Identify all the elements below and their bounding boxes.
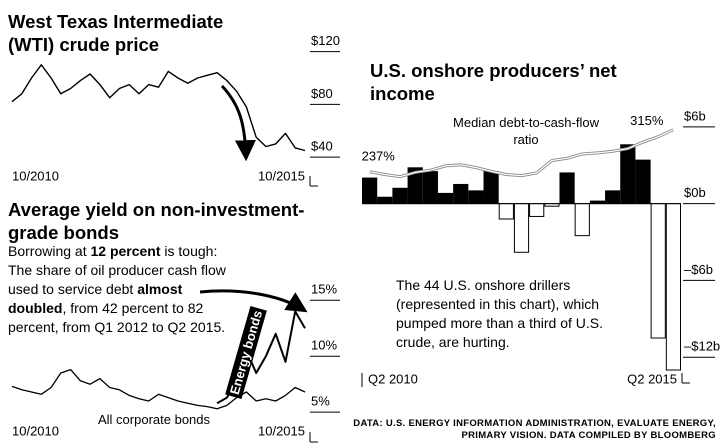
line bbox=[11, 64, 306, 152]
x-tick-label: 10/2010 bbox=[12, 423, 59, 438]
bar bbox=[635, 159, 651, 205]
y-tick-label: –$12b bbox=[684, 339, 720, 354]
y-tick-label: –$6b bbox=[684, 262, 713, 277]
y-tick-label: 10% bbox=[311, 338, 337, 353]
series-label: Median debt-to-cash-flow ratio bbox=[453, 115, 599, 147]
bar bbox=[437, 192, 454, 205]
bar bbox=[605, 190, 621, 205]
y-tick-label: $40 bbox=[311, 139, 333, 154]
annotation-text: , from 42 percent to 82 percent, from Q1… bbox=[8, 300, 226, 335]
chart-title: West Texas Intermediate (WTI) crude pric… bbox=[8, 11, 224, 55]
data-label: 315% bbox=[630, 113, 664, 128]
bar bbox=[377, 196, 393, 205]
chart-title: Average yield on non-investment-grade bo… bbox=[8, 199, 305, 243]
bar bbox=[392, 187, 408, 205]
bar bbox=[529, 203, 545, 217]
y-tick-label: 5% bbox=[311, 394, 330, 409]
x-tick-label: 10/2015 bbox=[258, 168, 305, 183]
bar bbox=[513, 203, 530, 253]
x-tick-label: 10/2015 bbox=[258, 423, 305, 438]
series-label: All corporate bonds bbox=[98, 412, 211, 427]
annotation-text: almost doubled bbox=[8, 281, 183, 316]
chart-title: U.S. onshore producers’ net income bbox=[370, 60, 617, 104]
axis-corner bbox=[681, 373, 690, 384]
bar bbox=[620, 144, 636, 205]
axis-corner bbox=[309, 432, 318, 443]
y-tick-label: $120 bbox=[311, 33, 340, 48]
bar bbox=[362, 177, 378, 205]
x-tick-label: 10/2010 bbox=[12, 168, 59, 183]
line bbox=[11, 368, 306, 410]
annotation-text: 12 percent bbox=[90, 243, 161, 259]
bar bbox=[453, 183, 469, 205]
axis-corner bbox=[309, 176, 318, 187]
annotation: Borrowing at 12 percent is tough: The sh… bbox=[8, 242, 226, 337]
y-tick-label: $0b bbox=[684, 185, 706, 200]
x-tick-label: Q2 2015 bbox=[627, 371, 677, 386]
annotation: The 44 U.S. onshore drillers (represente… bbox=[396, 277, 603, 350]
y-tick-label: $6b bbox=[684, 108, 706, 123]
annotation-text: is tough: The share of oil producer cash… bbox=[8, 243, 226, 297]
bar bbox=[468, 190, 484, 205]
x-tick-label: Q2 2010 bbox=[368, 371, 418, 386]
bar bbox=[498, 203, 514, 220]
bar bbox=[559, 172, 575, 205]
arrow bbox=[220, 84, 256, 162]
bar bbox=[483, 171, 499, 205]
arrow bbox=[199, 289, 308, 313]
bar bbox=[665, 203, 681, 371]
bar bbox=[650, 203, 666, 339]
annotation-text: Borrowing at bbox=[8, 243, 91, 259]
data-label: 237% bbox=[362, 148, 396, 163]
y-tick-label: $80 bbox=[311, 86, 333, 101]
line-core bbox=[369, 129, 674, 178]
source: DATA: U.S. ENERGY INFORMATION ADMINISTRA… bbox=[353, 418, 716, 441]
y-tick-label: 15% bbox=[311, 282, 337, 297]
bar bbox=[422, 171, 438, 205]
bar bbox=[574, 203, 590, 237]
